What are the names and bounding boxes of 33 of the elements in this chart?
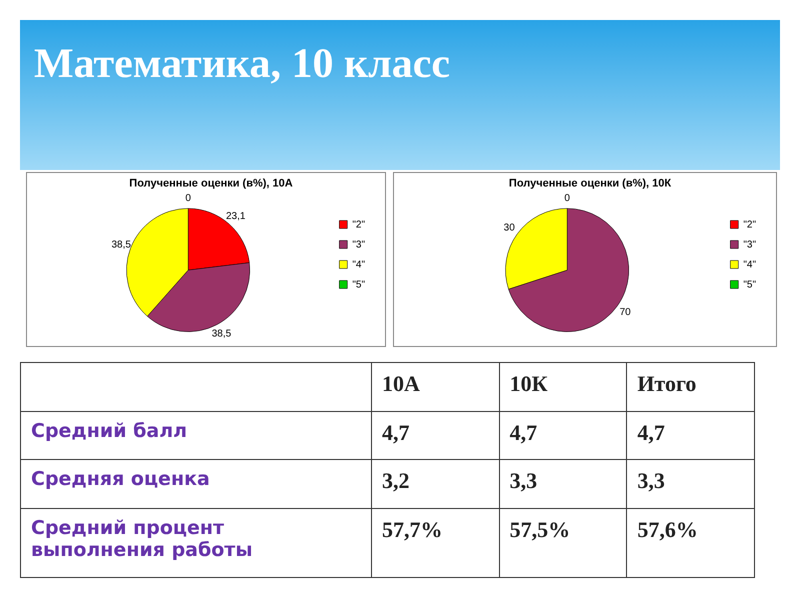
text: 3,3 — [499, 460, 627, 508]
legend-label: "3" — [352, 239, 366, 250]
legend-label: "4" — [352, 259, 366, 270]
text: 4,7 — [372, 411, 500, 460]
text: 57,7% — [372, 508, 500, 578]
text: 3,2 — [372, 460, 500, 508]
text: Средняя оценка — [20, 460, 372, 508]
text: Математика, 10 класс — [34, 40, 450, 88]
chart-title: Полученные оценки (в%), 10К — [508, 178, 672, 190]
text: 3,3 — [626, 460, 754, 508]
text: 57,5% — [499, 508, 627, 578]
text: Средний процент выполнения работы — [20, 508, 372, 578]
data-label: 30 — [504, 222, 516, 234]
text: 10А — [372, 362, 500, 412]
legend-label: "5" — [743, 279, 756, 290]
text: 0 — [564, 193, 570, 204]
chart-title: Полученные оценки (в%), 10А — [129, 178, 293, 190]
text: 4,7 — [499, 411, 627, 460]
text: Итого — [626, 362, 754, 412]
text: Средний балл — [20, 411, 372, 460]
legend-label: "3" — [743, 239, 756, 250]
text: 10К — [499, 362, 627, 412]
text: 4,7 — [626, 411, 754, 460]
text: 0 — [185, 193, 191, 204]
text: 57,6% — [626, 508, 754, 578]
legend-label: "2" — [743, 219, 756, 230]
legend-label: "4" — [743, 259, 756, 270]
data-label: 38,5 — [212, 328, 232, 340]
data-label: 70 — [620, 306, 632, 318]
data-label: 23,1 — [226, 211, 246, 222]
data-label: 38,5 — [111, 239, 132, 250]
legend-label: "5" — [352, 279, 366, 290]
legend-label: "2" — [352, 219, 366, 230]
